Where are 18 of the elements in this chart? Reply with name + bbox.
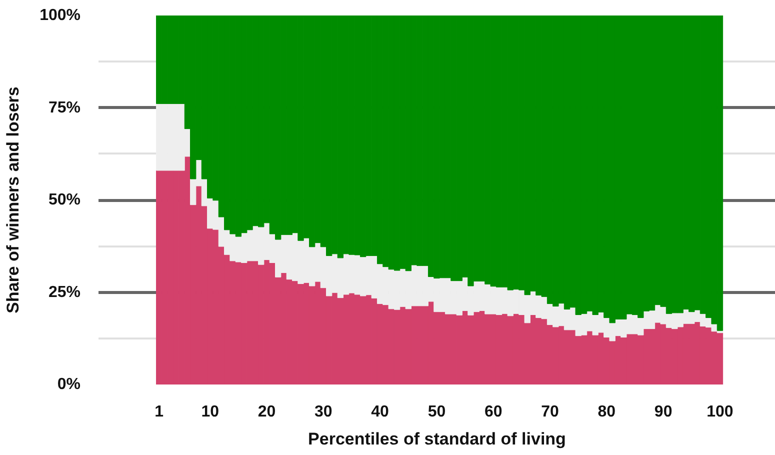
x-tick-label: 50 xyxy=(428,404,446,420)
x-tick-label: 90 xyxy=(654,404,672,420)
y-tick-label: 25% xyxy=(48,284,81,301)
y-tick-label: 75% xyxy=(48,99,81,116)
x-tick-label: 10 xyxy=(201,404,220,420)
y-tick-label: 0% xyxy=(57,376,80,393)
x-tick-label: 40 xyxy=(371,404,390,420)
x-tick-label: 70 xyxy=(541,404,560,420)
x-tick-label: 80 xyxy=(598,404,616,420)
x-tick-label: 1 xyxy=(154,404,164,420)
y-tick-label: 100% xyxy=(40,7,80,24)
x-tick-label: 100 xyxy=(706,404,734,420)
y-tick-label: 50% xyxy=(48,192,81,208)
y-axis-title: Share of winners and losers xyxy=(4,86,23,314)
x-tick-label: 20 xyxy=(258,404,276,420)
x-tick-label: 60 xyxy=(484,404,502,420)
x-tick-label: 30 xyxy=(314,404,332,420)
x-axis-title: Percentiles of standard of living xyxy=(308,430,566,448)
